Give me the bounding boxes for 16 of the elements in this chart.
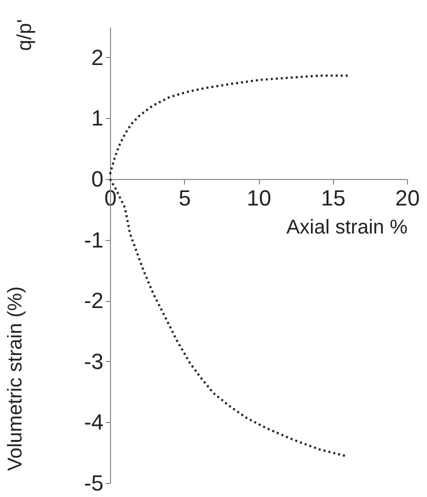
x-tick-label: 20: [395, 186, 420, 210]
y-tick-label: -3: [84, 348, 104, 374]
y-tick-label: 0: [91, 166, 104, 192]
y-tick-label: 1: [91, 106, 104, 131]
x-axis-title: Axial strain %: [286, 216, 408, 238]
x-tick-label: 5: [178, 186, 191, 210]
x-tick-label: 15: [321, 186, 346, 210]
y-tick-label: -5: [84, 470, 104, 496]
y-axis-title: Volumetric strain (%): [4, 286, 26, 471]
x-tick-label: 10: [246, 186, 272, 210]
y-tick-label: 2: [91, 44, 104, 70]
y-tick-label: -2: [84, 288, 104, 314]
y-tick-label: -1: [84, 227, 104, 252]
line-series: [108, 74, 349, 176]
text: q/p': [14, 19, 36, 51]
y-tick-label: -4: [84, 410, 104, 435]
